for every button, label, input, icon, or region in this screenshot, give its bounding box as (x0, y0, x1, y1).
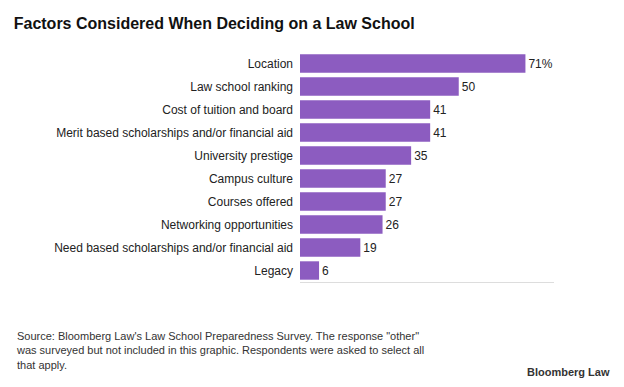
svg-text:Merit based scholarships and/o: Merit based scholarships and/or financia… (56, 126, 293, 140)
svg-text:Location: Location (248, 57, 293, 71)
svg-text:University prestige: University prestige (194, 149, 293, 163)
svg-text:Source: Bloomberg Law's Law Sc: Source: Bloomberg Law's Law School Prepa… (16, 330, 424, 371)
svg-text:Legacy: Legacy (254, 264, 293, 278)
svg-text:71%: 71% (528, 57, 552, 71)
svg-text:Law school ranking: Law school ranking (190, 80, 293, 94)
svg-text:Bloomberg Law: Bloomberg Law (527, 366, 610, 378)
svg-text:35: 35 (414, 149, 428, 163)
svg-text:Courses offered: Courses offered (208, 195, 293, 209)
svg-text:41: 41 (433, 126, 447, 140)
svg-text:19: 19 (363, 241, 377, 255)
svg-text:Cost of tuition and board: Cost of tuition and board (162, 103, 293, 117)
svg-text:27: 27 (389, 172, 403, 186)
svg-text:41: 41 (433, 103, 447, 117)
svg-text:Need based scholarships and/or: Need based scholarships and/or financial… (54, 241, 293, 255)
svg-text:Factors Considered When Decidi: Factors Considered When Deciding on a La… (14, 15, 415, 32)
svg-text:Campus culture: Campus culture (209, 172, 293, 186)
svg-text:26: 26 (386, 218, 400, 232)
svg-text:27: 27 (389, 195, 403, 209)
svg-text:6: 6 (322, 264, 329, 278)
svg-text:Networking opportunities: Networking opportunities (161, 218, 293, 232)
svg-text:50: 50 (462, 80, 476, 94)
